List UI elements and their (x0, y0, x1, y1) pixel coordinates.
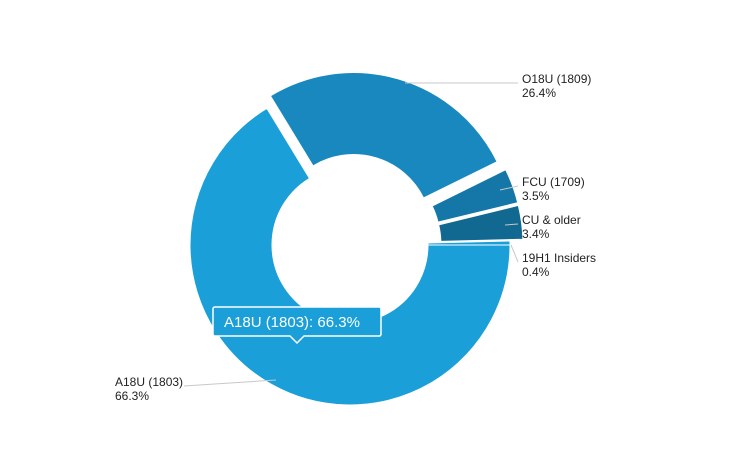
slice-cu-older[interactable] (438, 204, 524, 242)
slice-label-name-a18u-1803: A18U (1803) (115, 375, 183, 389)
slice-label-name-19h1-insiders: 19H1 Insiders (522, 251, 596, 265)
tooltip: A18U (1803): 66.3% (212, 306, 382, 345)
slice-labels-layer: A18U (1803)66.3% O18U (1809)26.4% FCU (170… (115, 72, 596, 403)
leader-lines-layer (183, 82, 519, 387)
slice-label-value-a18u-1803: 66.3% (115, 389, 149, 403)
slice-19h1-insiders[interactable] (427, 240, 511, 246)
tooltip-text: A18U (1803): 66.3% (224, 314, 360, 331)
slice-label-name-cu-older: CU & older (522, 213, 581, 227)
leader-line-19h1-insiders (510, 244, 519, 263)
slice-label-value-o18u-1809: 26.4% (522, 86, 556, 100)
slice-label-value-fcu-1709: 3.5% (522, 189, 550, 203)
slice-label-name-fcu-1709: FCU (1709) (522, 175, 585, 189)
tooltip-box (212, 306, 382, 345)
leader-line-fcu-1709 (499, 185, 519, 191)
slice-label-value-cu-older: 3.4% (522, 227, 550, 241)
leader-line-cu-older (504, 223, 519, 226)
slices-layer (189, 72, 524, 406)
slice-o18u-1809[interactable] (269, 72, 498, 199)
leader-line-a18u-1803 (183, 379, 277, 387)
slice-fcu-1709[interactable] (431, 169, 519, 223)
slice-label-value-19h1-insiders: 0.4% (522, 265, 550, 279)
slice-label-name-o18u-1809: O18U (1809) (522, 72, 591, 86)
